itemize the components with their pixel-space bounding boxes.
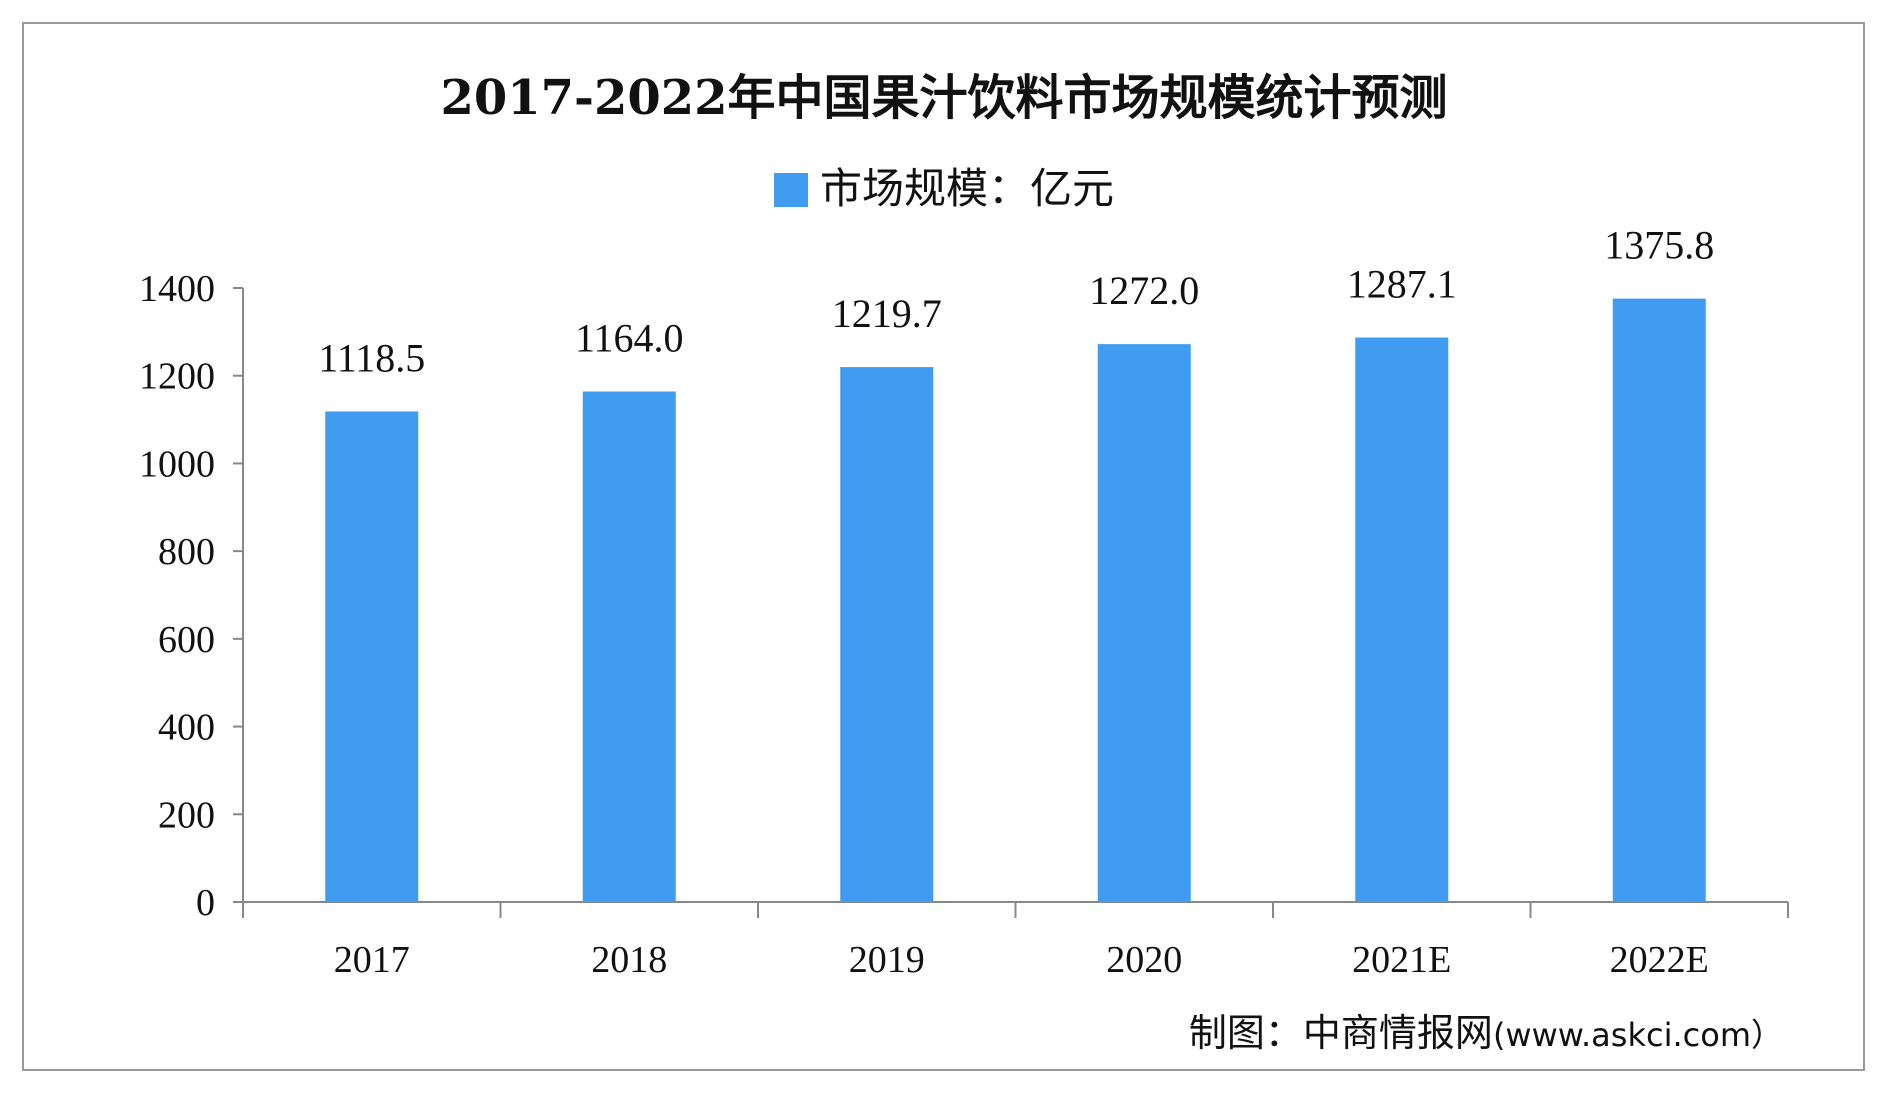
data-label: 1118.5 — [318, 335, 425, 380]
data-label: 1272.0 — [1089, 268, 1199, 313]
legend-swatch — [773, 173, 808, 207]
x-tick-label: 2020 — [1106, 939, 1182, 981]
credit-label: 制图：中商情报网 — [1188, 1011, 1493, 1055]
data-label: 1287.1 — [1347, 262, 1457, 307]
data-label: 1219.7 — [832, 291, 942, 336]
chart-title: 2017-2022年中国果汁饮料市场规模统计预测 — [440, 70, 1448, 126]
x-tick-label: 2021E — [1352, 939, 1451, 981]
y-tick-label: 200 — [158, 794, 215, 836]
x-tick-label: 2022E — [1610, 939, 1709, 981]
bar-2021E — [1355, 337, 1449, 902]
data-label: 1164.0 — [575, 316, 684, 361]
y-tick-label: 1000 — [139, 443, 215, 485]
bar-2022E — [1612, 298, 1706, 903]
y-tick-label: 1200 — [139, 356, 215, 398]
chart-frame — [22, 22, 1865, 1071]
bar-2019 — [840, 367, 934, 902]
data-label: 1375.8 — [1604, 223, 1714, 268]
x-tick-label: 2019 — [849, 939, 925, 981]
source-credit: 制图：中商情报网(www.askci.com） — [1189, 1002, 1783, 1057]
x-tick-label: 2017 — [334, 939, 410, 981]
x-tick-label: 2018 — [591, 939, 667, 981]
bar-2018 — [582, 391, 676, 902]
bar-2017 — [325, 411, 419, 902]
legend: 市场规模：亿元 — [0, 155, 1888, 216]
y-tick-label: 1400 — [139, 268, 215, 310]
credit-url: (www.askci.com） — [1492, 1016, 1783, 1054]
y-tick-label: 600 — [158, 619, 215, 661]
y-tick-label: 400 — [158, 707, 215, 749]
y-tick-label: 0 — [196, 882, 215, 924]
legend-label: 市场规模：亿元 — [819, 164, 1114, 213]
bar-2020 — [1097, 344, 1191, 902]
y-tick-label: 800 — [158, 531, 215, 573]
